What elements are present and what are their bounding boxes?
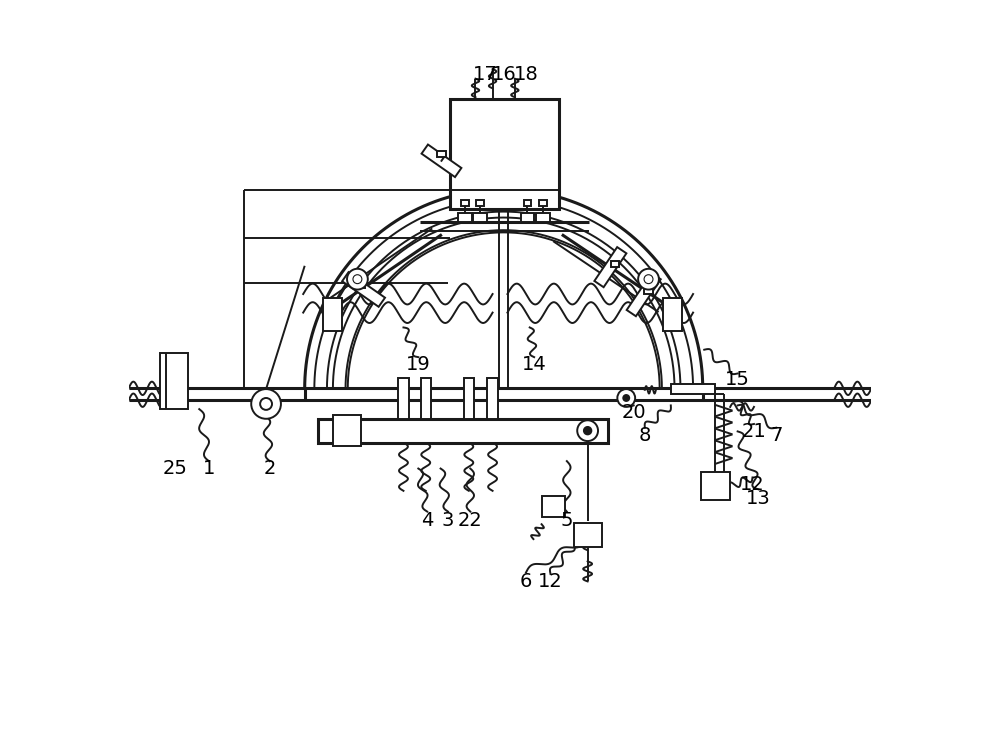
Bar bbox=[574, 523, 602, 547]
Circle shape bbox=[644, 275, 653, 283]
Bar bbox=[398, 378, 409, 419]
Text: 15: 15 bbox=[725, 370, 750, 389]
Text: 4: 4 bbox=[421, 511, 433, 530]
Bar bbox=[536, 213, 550, 222]
Circle shape bbox=[623, 395, 629, 401]
Text: 7: 7 bbox=[770, 426, 782, 445]
Bar bbox=[539, 199, 547, 205]
Bar bbox=[542, 496, 565, 517]
Circle shape bbox=[347, 269, 368, 289]
Bar bbox=[476, 199, 484, 205]
Bar bbox=[333, 415, 361, 446]
Circle shape bbox=[260, 398, 272, 410]
Text: 5: 5 bbox=[561, 511, 573, 530]
Bar bbox=[671, 384, 715, 394]
Circle shape bbox=[353, 275, 362, 283]
Text: 19: 19 bbox=[406, 355, 431, 374]
Text: 22: 22 bbox=[458, 511, 483, 530]
Text: 1: 1 bbox=[203, 459, 215, 478]
Bar bbox=[318, 419, 608, 443]
Text: 18: 18 bbox=[514, 65, 538, 85]
Bar bbox=[464, 378, 474, 419]
Bar bbox=[473, 213, 487, 222]
Bar bbox=[521, 213, 534, 222]
Text: 21: 21 bbox=[742, 422, 766, 441]
Polygon shape bbox=[594, 247, 626, 287]
Text: 25: 25 bbox=[163, 459, 188, 478]
Circle shape bbox=[251, 389, 281, 419]
Bar bbox=[323, 298, 342, 331]
Circle shape bbox=[638, 269, 659, 289]
Bar bbox=[421, 378, 431, 419]
Bar bbox=[524, 199, 531, 205]
Polygon shape bbox=[422, 144, 461, 177]
Polygon shape bbox=[627, 273, 661, 316]
Text: 12: 12 bbox=[538, 572, 563, 591]
Text: 12: 12 bbox=[740, 475, 765, 494]
Circle shape bbox=[617, 389, 635, 407]
Text: 14: 14 bbox=[522, 355, 547, 374]
Text: 3: 3 bbox=[442, 511, 454, 530]
Bar bbox=[458, 213, 472, 222]
Bar bbox=[461, 199, 469, 205]
Text: 2: 2 bbox=[264, 459, 276, 478]
Bar bbox=[160, 353, 188, 409]
Bar bbox=[701, 472, 730, 500]
Bar bbox=[611, 260, 619, 266]
Text: 6: 6 bbox=[520, 572, 532, 591]
Bar bbox=[356, 282, 365, 288]
Text: 8: 8 bbox=[639, 426, 651, 445]
Circle shape bbox=[584, 427, 591, 434]
Text: 16: 16 bbox=[492, 65, 517, 85]
Circle shape bbox=[577, 420, 598, 441]
Bar bbox=[644, 289, 653, 295]
Text: 13: 13 bbox=[746, 489, 771, 507]
Bar bbox=[663, 298, 682, 331]
Bar bbox=[487, 378, 498, 419]
Polygon shape bbox=[342, 272, 385, 307]
Bar bbox=[437, 151, 446, 157]
Bar bbox=[450, 99, 559, 208]
Text: 17: 17 bbox=[473, 65, 498, 85]
Text: 20: 20 bbox=[621, 403, 646, 423]
